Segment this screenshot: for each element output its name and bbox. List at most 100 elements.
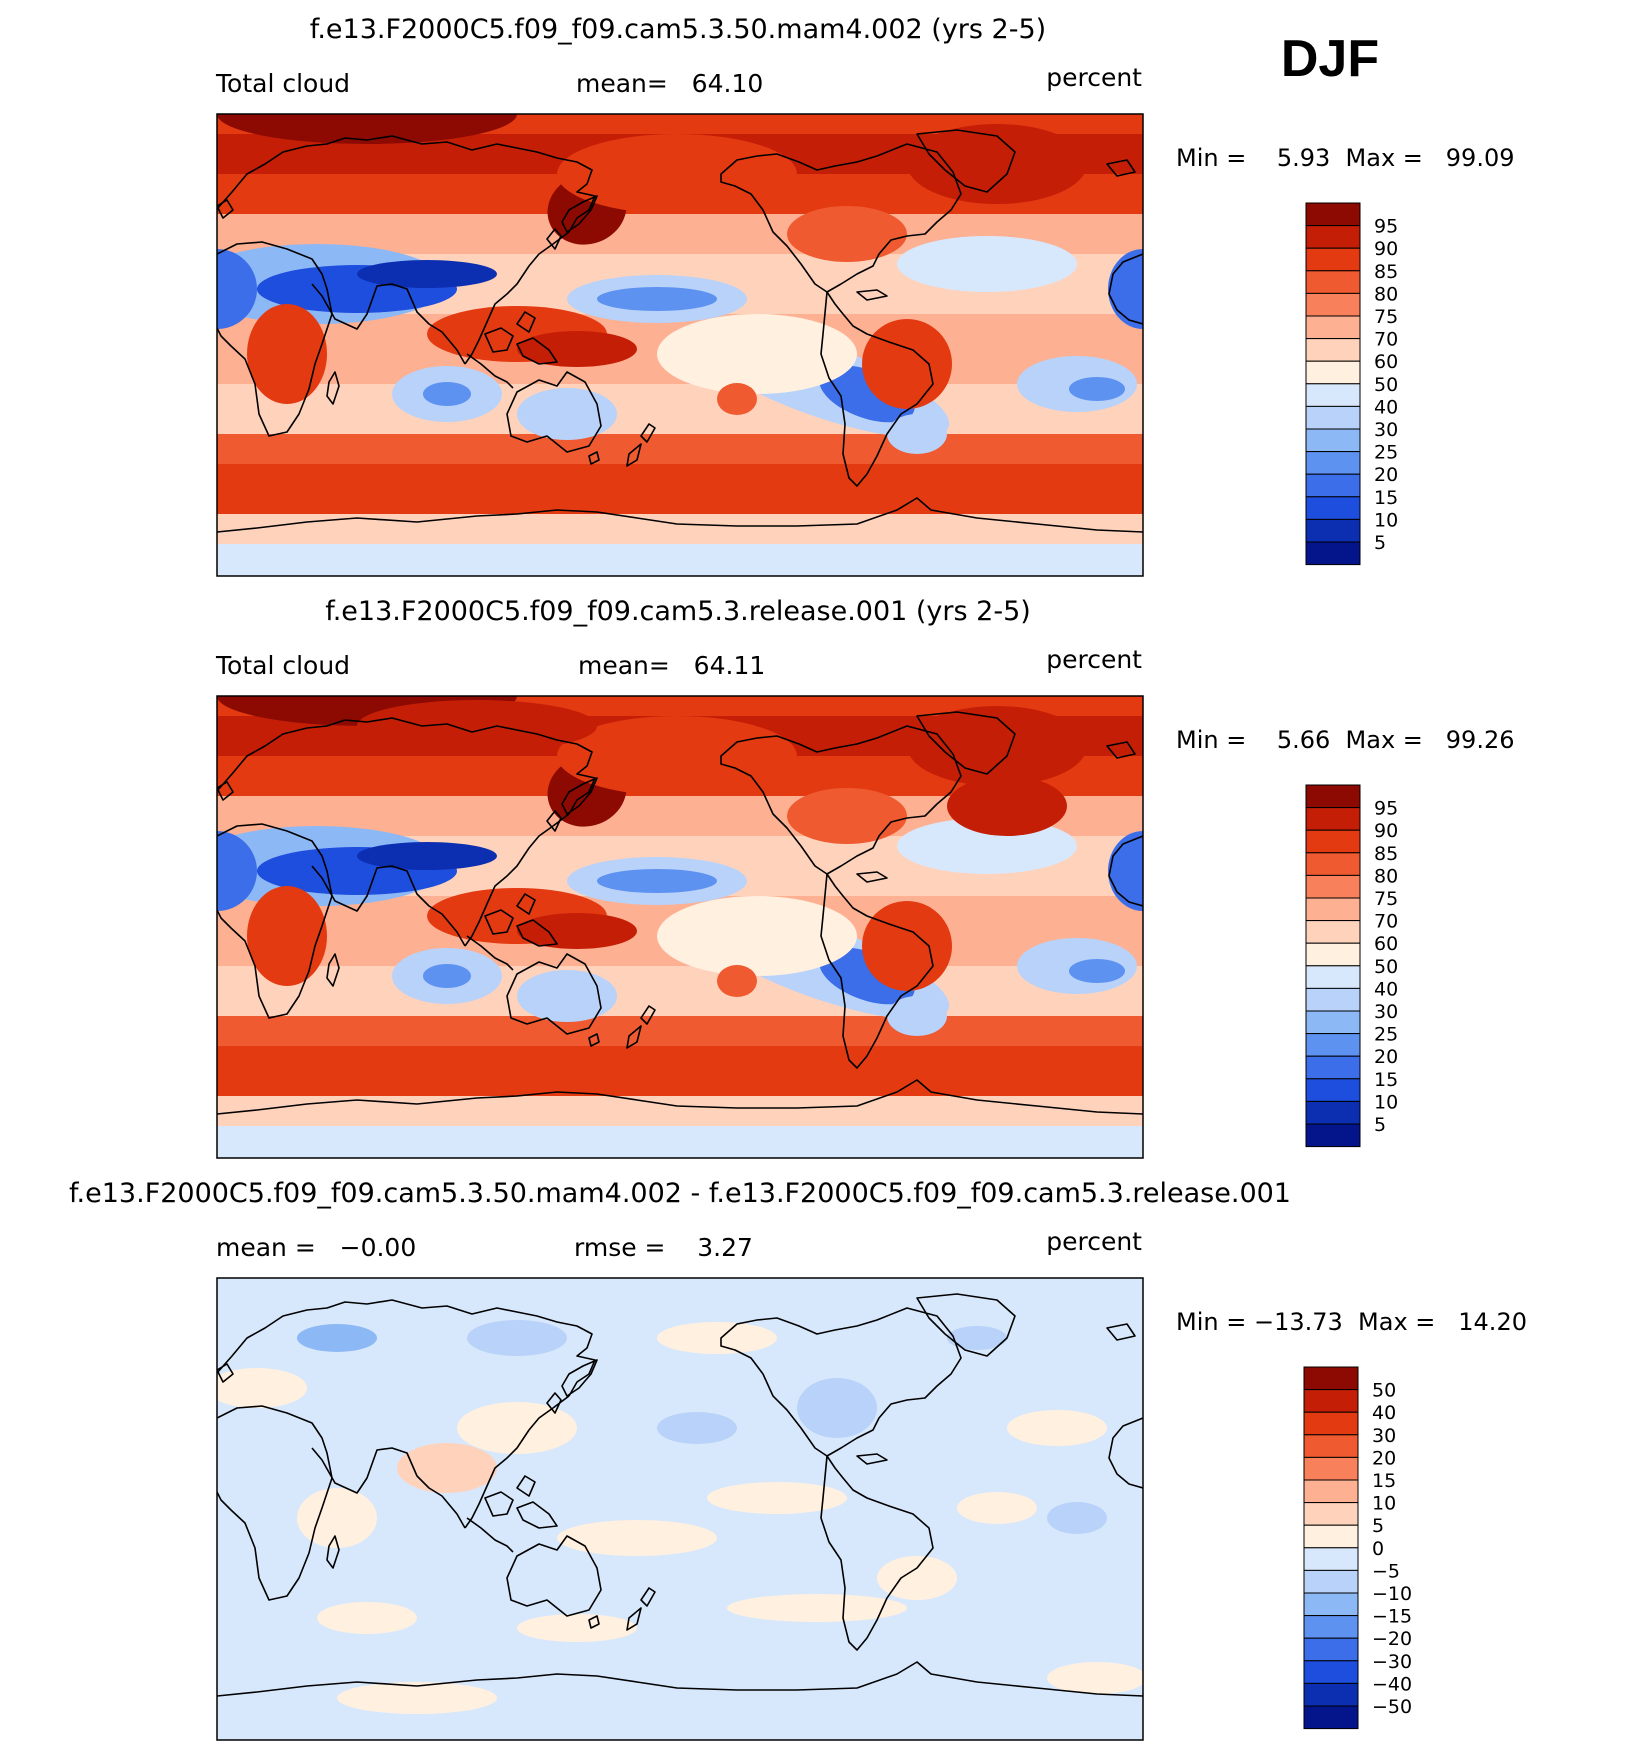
colorbar-tick-label: 95 (1374, 216, 1398, 238)
colorbar-box (1305, 942, 1361, 967)
colorbar-tick-label: 20 (1372, 1447, 1396, 1469)
colorbar-box (1305, 1010, 1361, 1035)
field-contour (1047, 1662, 1143, 1694)
field-band (217, 1126, 1143, 1158)
colorbar-tick-label: −5 (1372, 1560, 1400, 1582)
colorbar-tick-label: 40 (1372, 1402, 1396, 1424)
colorbar-box (1305, 784, 1361, 809)
colorbar-box (1305, 292, 1361, 317)
field-contour (887, 414, 947, 454)
colorbar-tick-label: 90 (1374, 820, 1398, 842)
colorbar-tick-label: 80 (1374, 865, 1398, 887)
panel-1-right-label: percent (1046, 63, 1142, 92)
panel-3-minmax: Min = −13.73 Max = 14.20 (1176, 1308, 1527, 1336)
colorbar-box (1305, 807, 1361, 831)
colorbar-tick-label: −15 (1372, 1606, 1412, 1628)
field-contour (907, 124, 1087, 204)
panel-2-map (216, 695, 1144, 1159)
field-contour (357, 260, 497, 288)
colorbar-box (1305, 473, 1361, 498)
colorbar-tick-label: 90 (1374, 238, 1398, 260)
panel-3-left-label: mean = −0.00 (216, 1233, 416, 1262)
panel-1-map-frame (216, 113, 1144, 577)
colorbar-box (1305, 270, 1361, 294)
colorbar-box (1303, 1456, 1359, 1481)
field-contour (297, 1488, 377, 1548)
panel-1-left-label: Total cloud (215, 69, 350, 98)
panel-3-map-frame (216, 1277, 1144, 1741)
field-contour (247, 886, 327, 986)
colorbar-tick-label: 30 (1374, 419, 1398, 441)
colorbar-tick-label: 85 (1374, 843, 1398, 865)
colorbar-box (1303, 1660, 1359, 1684)
colorbar-box (1303, 1411, 1359, 1436)
colorbar-tick-label: 80 (1374, 283, 1398, 305)
colorbar-box (1303, 1705, 1359, 1730)
colorbar-box (1303, 1502, 1359, 1526)
colorbar-tick-label: −50 (1372, 1696, 1412, 1718)
colorbar-tick-label: −20 (1372, 1628, 1412, 1650)
field-contour (1069, 959, 1125, 983)
field-contour (657, 1412, 737, 1444)
colorbar-tick-label: 75 (1374, 888, 1398, 910)
field-contour (357, 700, 597, 752)
colorbar-tick-label: 25 (1374, 1024, 1398, 1046)
field-contour (297, 1324, 377, 1352)
field-contour (797, 1378, 877, 1438)
field-contour (717, 965, 757, 997)
field-contour (717, 383, 757, 415)
colorbar-tick-label: 15 (1372, 1470, 1396, 1492)
field-contour (423, 964, 471, 988)
field-contour (217, 114, 517, 144)
field-band (217, 464, 1143, 514)
field-contour (357, 842, 497, 870)
panel-2-map-frame (216, 695, 1144, 1159)
colorbar-box (1305, 451, 1361, 475)
colorbar-tick-label: 20 (1374, 1046, 1398, 1068)
field-contour (597, 287, 717, 311)
colorbar-tick-label: 60 (1374, 351, 1398, 373)
colorbar-tick-label: 15 (1374, 487, 1398, 509)
colorbar-box (1305, 965, 1361, 989)
field-contour (947, 1326, 1007, 1350)
field-contour (517, 388, 617, 440)
colorbar-box (1305, 874, 1361, 899)
colorbar-tick-label: 5 (1374, 1114, 1386, 1136)
field-contour (517, 331, 637, 367)
colorbar-tick-label: 40 (1374, 978, 1398, 1000)
panel-1-field (217, 114, 1143, 576)
colorbar-tick-label: 95 (1374, 798, 1398, 820)
colorbar-box (1305, 315, 1361, 340)
colorbar-tick-label: −10 (1372, 1583, 1412, 1605)
field-contour (1007, 1410, 1107, 1446)
panel-2-minmax: Min = 5.66 Max = 99.26 (1176, 726, 1514, 754)
panel-2-field (217, 696, 1143, 1158)
panel-1-map (216, 113, 1144, 577)
colorbar-box (1305, 225, 1361, 249)
field-contour (217, 1368, 307, 1408)
field-contour (707, 1482, 847, 1514)
field-contour (557, 134, 797, 214)
colorbar-tick-label: 10 (1374, 1091, 1398, 1113)
colorbar-box (1303, 1389, 1359, 1413)
colorbar-box (1303, 1569, 1359, 1594)
field-contour (657, 1322, 777, 1354)
colorbar-box (1303, 1592, 1359, 1617)
panel-1-center-label: mean= 64.10 (576, 69, 763, 98)
colorbar-tick-label: 70 (1374, 911, 1398, 933)
field-contour (787, 788, 907, 844)
colorbar-box (1303, 1479, 1359, 1504)
colorbar-box (1305, 360, 1361, 385)
panel-3-title: f.e13.F2000C5.f09_f09.cam5.3.50.mam4.002… (69, 1178, 1291, 1209)
field-contour (397, 1443, 497, 1493)
field-contour (217, 831, 257, 911)
colorbar-tick-label: 25 (1374, 442, 1398, 464)
colorbar-tick-label: 70 (1374, 329, 1398, 351)
colorbar-tick-label: 50 (1374, 374, 1398, 396)
colorbar-tick-label: 15 (1374, 1069, 1398, 1091)
panel-2-center-label: mean= 64.11 (578, 651, 765, 680)
colorbar-box (1305, 428, 1361, 453)
colorbar-tick-label: 30 (1374, 1001, 1398, 1023)
field-contour (217, 249, 257, 329)
